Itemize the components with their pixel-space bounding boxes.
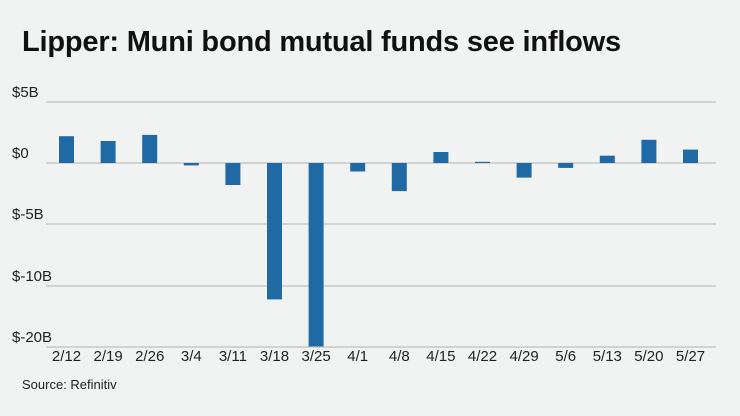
y-axis-labels: $5B $0 $-5B $-10B $-20B [12, 84, 52, 346]
bar-3-18 [267, 163, 282, 300]
x-tick-label: 2/12 [52, 348, 81, 365]
y-tick-label: $0 [12, 145, 29, 162]
x-tick-label: 3/18 [260, 348, 289, 365]
bar-4-15 [433, 152, 449, 163]
x-tick-label: 3/11 [219, 348, 247, 365]
x-tick-label: 3/4 [181, 348, 202, 365]
x-tick-label: 5/27 [676, 348, 705, 365]
chart-title: Lipper: Muni bond mutual funds see inflo… [22, 26, 621, 58]
bar-4-22 [475, 161, 490, 163]
x-tick-label: 5/20 [634, 348, 663, 365]
x-tick-label: 2/26 [135, 348, 164, 365]
bar-3-4 [183, 163, 199, 166]
bar-4-8 [391, 163, 407, 192]
bar-4-1 [350, 163, 366, 172]
bar-3-11 [225, 163, 241, 185]
x-tick-label: 4/29 [509, 348, 538, 365]
y-tick-label: $5B [12, 84, 39, 101]
bar-3-25 [308, 163, 324, 347]
gridlines [46, 101, 716, 348]
x-tick-label: 4/15 [426, 348, 455, 365]
bar-5-20 [641, 139, 657, 163]
bars [59, 134, 698, 347]
x-tick-label: 4/1 [347, 348, 368, 365]
bar-5-6 [558, 163, 574, 168]
bar-5-27 [683, 149, 698, 163]
y-tick-label: $-5B [12, 206, 44, 223]
x-tick-label: 4/8 [389, 348, 410, 365]
x-tick-label: 5/6 [555, 348, 576, 365]
bar-2-12 [59, 136, 74, 163]
source-note: Source: Refinitiv [22, 377, 117, 392]
x-tick-label: 4/22 [468, 348, 497, 365]
x-tick-label: 3/25 [301, 348, 330, 365]
x-axis-labels: 2/12 2/19 2/26 3/4 3/11 3/18 3/25 4/1 4/8 4/15 4/2… [52, 348, 705, 365]
y-tick-label: $-20B [12, 329, 52, 346]
bar-4-29 [516, 163, 532, 178]
x-tick-label: 2/19 [93, 348, 122, 365]
y-tick-label: $-10B [12, 268, 52, 285]
bar-2-19 [100, 141, 116, 163]
bar-5-13 [599, 155, 615, 163]
bar-2-26 [142, 134, 158, 163]
x-tick-label: 5/13 [593, 348, 622, 365]
